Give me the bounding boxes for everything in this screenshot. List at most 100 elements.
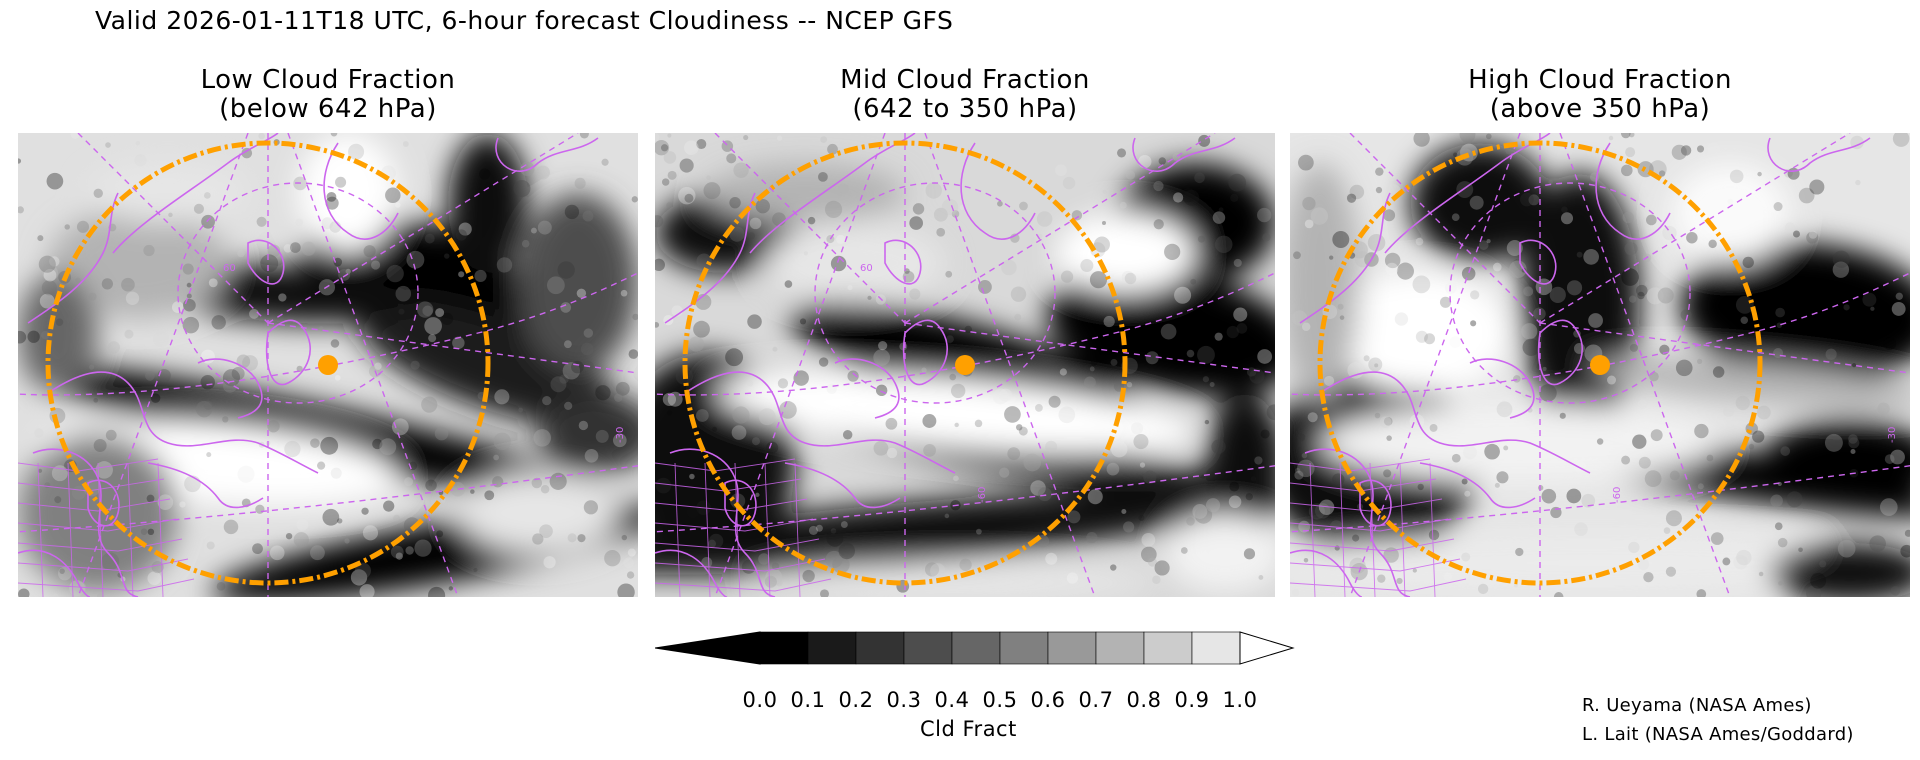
cloud-speck: [1153, 180, 1164, 192]
cloud-speck: [840, 521, 848, 528]
cloud-speck: [147, 571, 162, 586]
cloud-speck: [492, 476, 504, 488]
coastline: [265, 319, 312, 386]
cloud-speck: [1302, 196, 1316, 211]
cloud-speck: [1629, 343, 1638, 352]
coastline: [1299, 192, 1391, 324]
cloud-speck: [362, 525, 379, 541]
cloud-speck: [1250, 476, 1257, 482]
cloud-speck: [1470, 320, 1477, 327]
cloud-speck: [49, 256, 60, 267]
cloud-speck: [1671, 144, 1687, 160]
border-line: [67, 462, 74, 597]
cloud-speck: [518, 407, 524, 413]
cloud-speck: [1322, 304, 1338, 320]
panel-title-high: High Cloud Fraction (above 350 hPa): [1290, 66, 1910, 124]
cloud-speck: [999, 388, 1013, 402]
cloud-speck: [578, 420, 589, 431]
cloud-speck: [543, 556, 556, 569]
cloud-blob: [1165, 513, 1275, 593]
cloud-texture: [655, 133, 1275, 597]
cloud-speck: [1396, 577, 1403, 585]
cloud-speck: [621, 534, 628, 541]
cloud-speck: [1067, 510, 1081, 524]
cloud-speck: [1424, 333, 1436, 345]
cloud-speck: [1851, 363, 1857, 368]
cloud-speck: [473, 567, 478, 573]
cloud-speck: [582, 210, 594, 222]
cloud-speck: [1459, 133, 1476, 143]
cloud-speck: [199, 238, 205, 244]
cloud-speck: [317, 461, 326, 470]
geography: 60 -30: [18, 133, 638, 597]
cloud-blob: [1770, 543, 1910, 597]
cloud-speck: [1513, 583, 1519, 588]
cloud-speck: [1048, 395, 1061, 408]
cloud-speck: [1138, 514, 1145, 521]
graticule: [18, 133, 638, 597]
cloud-speck: [726, 153, 737, 164]
cloud-speck: [976, 528, 982, 535]
cloud-speck: [105, 429, 117, 441]
main-title: Valid 2026-01-11T18 UTC, 6-hour forecast…: [95, 6, 954, 35]
cloud-speck: [184, 475, 201, 493]
cloud-speck: [1183, 189, 1200, 206]
cloud-speck: [359, 584, 375, 597]
cloud-speck: [1742, 256, 1754, 269]
cloud-speck: [479, 168, 491, 180]
cloud-speck: [1777, 537, 1788, 548]
cloud-speck: [414, 539, 432, 557]
border-line: [734, 462, 741, 597]
cloud-speck: [1257, 207, 1272, 223]
cloud-speck: [1757, 171, 1762, 177]
cloud-speck: [776, 135, 783, 141]
cloud-speck: [732, 406, 750, 424]
cloud-speck: [1062, 176, 1076, 190]
cloud-speck: [959, 558, 972, 571]
cloud-speck: [1045, 552, 1058, 565]
cloud-speck: [1581, 493, 1596, 508]
cloud-blob: [1046, 269, 1275, 397]
cloud-speck: [1806, 233, 1814, 240]
cloud-speck: [1158, 157, 1167, 165]
cloud-speck: [1332, 473, 1345, 486]
cloud-speck: [1215, 235, 1233, 254]
cloud-speck: [241, 147, 253, 159]
cloud-speck: [1477, 583, 1489, 595]
cloud-speck: [206, 541, 215, 550]
cloud-speck: [1665, 510, 1682, 527]
cloud-speck: [564, 401, 573, 411]
cloud-speck: [530, 227, 537, 234]
border-line: [655, 578, 832, 592]
cloud-speck: [1505, 146, 1514, 155]
cloud-speck: [584, 449, 599, 463]
coastline: [1537, 319, 1584, 386]
cloud-speck: [824, 200, 843, 219]
cloud-speck: [1494, 482, 1500, 488]
cloud-speck: [18, 206, 24, 214]
cloud-speck: [999, 467, 1010, 478]
cloud-speck: [708, 539, 717, 548]
cloud-speck: [567, 533, 577, 543]
cloud-speck: [1386, 435, 1392, 441]
cloud-speck: [628, 349, 638, 359]
cloud-speck: [924, 562, 940, 577]
cloud-speck: [1186, 349, 1195, 358]
cloud-speck: [1154, 560, 1170, 576]
cloud-speck: [1352, 534, 1360, 542]
cloud-speck: [1643, 571, 1654, 583]
longitude-label: -60: [977, 487, 988, 503]
cloud-speck: [574, 177, 586, 189]
cloud-speck: [1773, 202, 1783, 212]
coastline: [664, 192, 756, 324]
cloud-speck: [301, 241, 316, 256]
cloud-speck: [701, 557, 713, 568]
cloud-speck: [1644, 281, 1650, 286]
cloud-speck: [1110, 358, 1118, 366]
cloud-speck: [563, 340, 572, 349]
cloud-speck: [1307, 412, 1318, 423]
cloud-speck: [1696, 589, 1707, 597]
coastline: [1519, 239, 1557, 285]
cloud-speck: [733, 162, 749, 178]
colorbar: [654, 622, 1295, 672]
